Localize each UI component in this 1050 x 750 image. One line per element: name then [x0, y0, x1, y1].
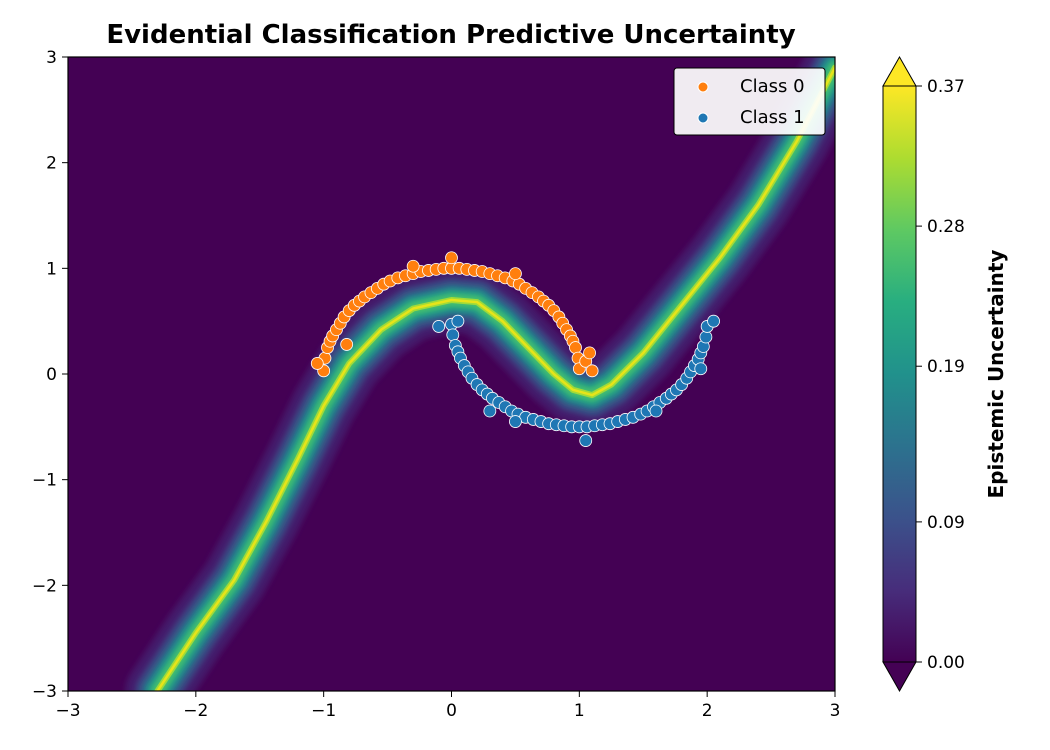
- colorbar-tick-label: 0.09: [927, 513, 965, 533]
- x-tick-label: 3: [830, 701, 841, 721]
- point-class-1: [509, 415, 522, 428]
- uncertainty-band: [125, 57, 835, 691]
- point-class-0: [569, 341, 582, 354]
- plot-area: [67, 56, 836, 692]
- colorbar-bottom-extension: [882, 661, 917, 693]
- x-axis: −3 −2 −1 0 1 2 3: [55, 691, 840, 721]
- colorbar: 0.00 0.09 0.19 0.28 0.37 Epistemic Uncertain…: [882, 55, 1008, 693]
- chart-title: Evidential Classification Predictive Unc…: [106, 20, 795, 50]
- colorbar-gradient: [882, 85, 917, 663]
- colorbar-tick-label: 0.00: [927, 653, 965, 673]
- legend-box: [673, 67, 826, 136]
- colorbar-tick-label: 0.19: [927, 357, 965, 377]
- uncertainty-band-level: [156, 66, 835, 691]
- point-class-0: [585, 364, 599, 378]
- point-class-1: [694, 362, 708, 376]
- point-class-1: [699, 330, 713, 344]
- point-class-0: [509, 267, 522, 281]
- colorbar-top-extension: [882, 55, 917, 87]
- y-tick-label: −1: [32, 471, 57, 491]
- plot-background: [68, 57, 835, 691]
- colorbar-tick-label: 0.37: [927, 77, 965, 97]
- colorbar-ticks: 0.00 0.09 0.19 0.28 0.37: [916, 77, 965, 673]
- point-class-0: [310, 357, 324, 370]
- colorbar-tick-label: 0.28: [927, 217, 965, 237]
- scatter-points: [310, 251, 720, 447]
- legend-marker-class-0: [697, 81, 709, 93]
- colorbar-label: Epistemic Uncertainty: [984, 250, 1008, 499]
- x-tick-label: 1: [574, 701, 585, 721]
- legend-marker-class-1: [697, 112, 709, 124]
- point-class-1: [707, 314, 720, 328]
- point-class-1: [446, 328, 460, 342]
- y-tick-label: −2: [32, 576, 57, 596]
- x-tick-label: 0: [446, 701, 457, 721]
- point-class-1: [649, 404, 663, 418]
- point-class-1: [432, 320, 446, 333]
- legend-label-class-1: Class 1: [740, 107, 805, 128]
- x-tick-label: −3: [55, 701, 80, 721]
- legend-label-class-0: Class 0: [740, 76, 805, 97]
- legend: Class 0 Class 1: [673, 67, 826, 136]
- y-tick-label: 3: [46, 48, 57, 68]
- y-axis: −3 −2 −1 0 1 2 3: [32, 48, 68, 702]
- y-tick-label: −3: [32, 682, 57, 702]
- y-tick-label: 1: [46, 259, 57, 279]
- point-class-1: [579, 434, 593, 447]
- point-class-0: [445, 251, 458, 265]
- point-class-0: [583, 346, 596, 360]
- point-class-0: [340, 338, 354, 351]
- x-tick-label: −1: [311, 701, 336, 721]
- x-tick-label: 2: [702, 701, 713, 721]
- point-class-1: [483, 404, 497, 418]
- y-tick-label: 2: [46, 154, 57, 174]
- y-tick-label: 0: [46, 365, 57, 385]
- point-class-0: [406, 259, 420, 273]
- x-tick-label: −2: [183, 701, 208, 721]
- point-class-1: [451, 314, 465, 328]
